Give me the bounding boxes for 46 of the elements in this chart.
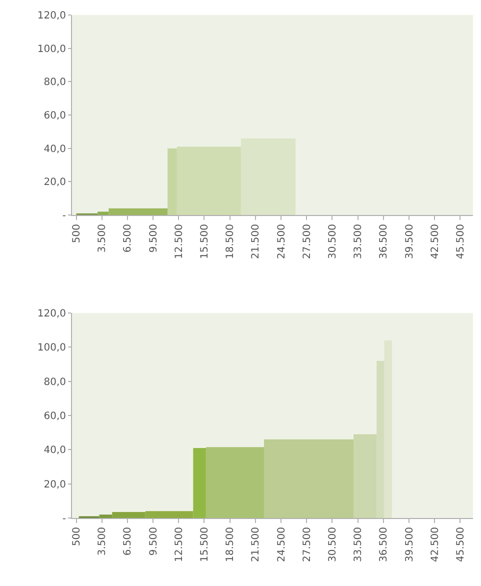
y-tick-label: - [62,210,66,222]
y-tick-label: - [62,514,66,524]
x-tick-label: 18.500 [225,224,236,259]
x-tick-label: 18.500 [225,527,236,562]
x-tick-label: 36.500 [378,527,390,562]
x-tick-label: 500 [72,527,83,546]
y-tick-label: 60,0 [44,411,66,422]
x-tick-label: 30.500 [327,224,338,259]
y-tick-label: 100,0 [37,342,66,354]
x-tick-label: 27.500 [302,224,313,259]
x-tick-label: 33.500 [353,527,364,562]
y-tick-label: 60,0 [44,110,66,122]
x-tick-label: 42.500 [430,224,441,259]
y-tick-label: 100,0 [37,44,66,55]
x-tick-label: 45.500 [455,224,466,259]
x-tick-label: 36.500 [378,224,390,259]
x-tick-label: 9.500 [148,224,160,253]
x-tick-label: 39.500 [404,527,416,562]
x-tick-label: 24.500 [276,224,288,259]
y-tick-label: 40,0 [44,445,66,456]
x-tick-label: 27.500 [302,527,313,562]
x-tick-label: 3.500 [97,527,108,556]
y-tick-label: 40,0 [44,144,66,155]
x-tick-label: 45.500 [455,527,466,562]
y-tick-label: 120,0 [37,10,66,22]
x-tick-label: 15.500 [199,527,210,562]
x-tick-label: 12.500 [174,527,185,562]
x-tick-label: 24.500 [276,527,288,562]
x-tick-label: 33.500 [353,224,364,259]
y-tick-label: 120,0 [37,308,66,320]
x-tick-label: 3.500 [97,224,108,253]
y-tick-label: 20,0 [44,177,66,188]
x-tick-label: 6.500 [122,224,134,253]
y-tick-label: 80,0 [44,77,66,88]
x-tick-label: 6.500 [122,527,134,556]
x-tick-label: 9.500 [148,527,160,556]
x-tick-label: 500 [72,224,83,244]
x-tick-label: 39.500 [404,224,416,259]
y-tick-label: 80,0 [44,376,66,388]
x-tick-label: 30.500 [327,527,338,562]
y-tick-label: 20,0 [44,479,66,490]
x-tick-label: 12.500 [174,224,185,259]
x-tick-label: 21.500 [250,527,262,562]
x-tick-label: 42.500 [430,527,441,562]
x-tick-label: 15.500 [199,224,210,259]
x-tick-label: 21.500 [250,224,262,259]
